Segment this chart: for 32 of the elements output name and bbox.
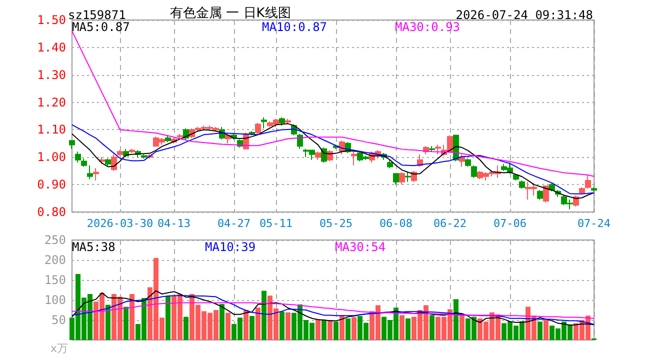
text: MA5:0.87 [72,20,130,34]
y-tick-label: 1.10 [37,122,66,137]
text: MA10:39 [205,240,256,254]
chart-subtitle: sz159871 [68,8,126,22]
chart-title: 有色金属 一 日K线图 [170,6,291,21]
x-tick-label: 04-27 [217,217,251,230]
x-tick-label: 2026-03-30 [86,217,154,230]
x-tick-label: 07-24 [577,217,611,230]
y-tick-label: 1.30 [37,68,66,82]
y-tick-label: 0.90 [37,178,66,192]
y-tick-label: 150 [44,273,66,287]
text: MA30:54 [335,240,386,254]
y-tick-label: 50 [52,313,66,327]
text: MA5:38 [72,240,116,254]
x-tick-label: 07-06 [493,217,527,230]
x-tick-label: 06-08 [379,217,413,230]
y-tick-label: 1.50 [37,13,66,27]
y-tick-label: 1.00 [37,150,66,164]
y-tick-label: 250 [44,233,66,247]
x-tick-label: 04-13 [157,217,191,230]
x-tick-label: 05-25 [319,217,353,230]
y-tick-label: 200 [44,253,66,267]
x-tick-label: 05-11 [259,217,293,230]
y-tick-label: 1.20 [37,95,66,110]
text: MA30:0.93 [395,20,460,34]
text: MA10:0.87 [262,20,328,34]
x-tick-label: 06-22 [433,217,467,230]
y-tick-label: 0.80 [37,205,66,219]
annotation: 2026-07-24 09:31:48 [456,8,594,22]
y-axis-title: x万 [50,342,68,355]
y-tick-label: 1.40 [37,40,66,54]
y-tick-label: 100 [44,293,66,307]
